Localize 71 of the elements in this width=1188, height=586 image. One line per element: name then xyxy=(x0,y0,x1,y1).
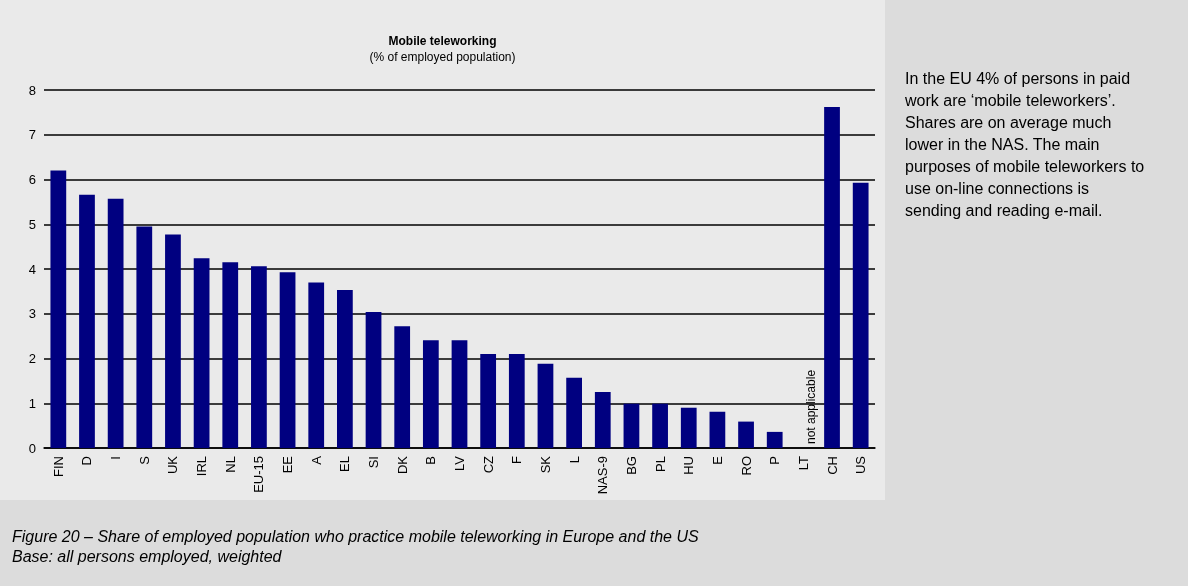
x-tick-label: SK xyxy=(537,455,553,474)
bar xyxy=(107,198,124,448)
x-tick-label: UK xyxy=(165,455,181,475)
bar xyxy=(824,107,840,448)
bar xyxy=(165,234,181,448)
bar xyxy=(136,226,153,448)
bar xyxy=(422,340,439,448)
text: Base: all persons employed, weighted xyxy=(12,547,283,567)
bar xyxy=(451,340,468,448)
x-tick-label: CZ xyxy=(480,455,496,474)
x-tick-label: F xyxy=(509,455,525,464)
bar xyxy=(738,421,754,448)
bar xyxy=(365,311,382,448)
y-tick-label: 4 xyxy=(28,261,36,277)
bar xyxy=(251,266,267,448)
bar xyxy=(623,403,640,448)
x-tick-label: IRL xyxy=(194,456,210,477)
x-tick-label: I xyxy=(108,456,124,460)
chart-title: Mobile teleworking xyxy=(388,34,497,48)
x-tick-label: FIN xyxy=(50,456,66,477)
bar xyxy=(222,262,239,448)
bar xyxy=(537,363,554,448)
x-tick-label: LT xyxy=(795,455,811,471)
x-tick-label: P xyxy=(767,456,783,465)
bar xyxy=(308,282,325,448)
x-tick-label: SI xyxy=(366,456,382,469)
y-tick-label: 0 xyxy=(28,440,36,456)
x-tick-label: LV xyxy=(452,455,467,471)
bar xyxy=(594,392,611,448)
caption: Figure 20 – Share of employed population who practice mobile teleworking in Europe and the US xyxy=(12,527,699,547)
x-tick-label: PL xyxy=(652,456,668,472)
x-tick-label: EL xyxy=(337,456,353,472)
bar xyxy=(566,377,582,448)
x-tick-label: HU xyxy=(681,456,697,475)
text: In the EU 4% of persons in paid work are ‘mobile teleworkers’. Shares are on average much lower in the NAS. The main purposes of mobile teleworkers to use on-line connections is sending and reading e-mail. xyxy=(905,69,1145,221)
x-tick-label: US xyxy=(853,455,869,475)
bar xyxy=(279,272,296,448)
x-tick-label: B xyxy=(423,456,439,465)
x-tick-label: A xyxy=(308,455,324,465)
bar xyxy=(337,290,353,448)
y-tick-label: 3 xyxy=(28,306,36,322)
bar xyxy=(50,170,67,448)
x-tick-label: L xyxy=(566,456,582,464)
bar xyxy=(508,354,525,448)
x-tick-label: RO xyxy=(738,456,754,476)
x-tick-label: EE xyxy=(280,455,296,474)
y-tick-label: 5 xyxy=(28,216,36,232)
x-tick-label: NL xyxy=(222,456,238,473)
bar xyxy=(709,411,726,448)
x-tick-label: BG xyxy=(623,456,639,475)
x-tick-label: EU-15 xyxy=(251,456,267,493)
bar xyxy=(480,354,497,448)
bar xyxy=(394,326,411,448)
bar xyxy=(766,431,783,448)
x-tick-label: D xyxy=(79,456,95,466)
bar xyxy=(852,182,869,448)
y-tick-label: 8 xyxy=(28,82,36,98)
bar xyxy=(680,407,697,448)
x-tick-label: E xyxy=(709,455,725,465)
y-tick-label: 1 xyxy=(28,395,36,411)
x-tick-label: CH xyxy=(824,456,840,475)
bar xyxy=(79,194,95,448)
chart-subtitle: (% of employed population) xyxy=(369,50,516,64)
y-tick-label: 6 xyxy=(28,172,36,187)
bar xyxy=(652,403,668,448)
x-tick-label: DK xyxy=(394,455,410,475)
x-tick-label: NAS-9 xyxy=(595,456,611,495)
x-tick-label: S xyxy=(136,455,152,465)
bar xyxy=(193,258,210,448)
y-tick-label: 2 xyxy=(28,351,36,366)
y-tick-label: 7 xyxy=(28,127,36,143)
